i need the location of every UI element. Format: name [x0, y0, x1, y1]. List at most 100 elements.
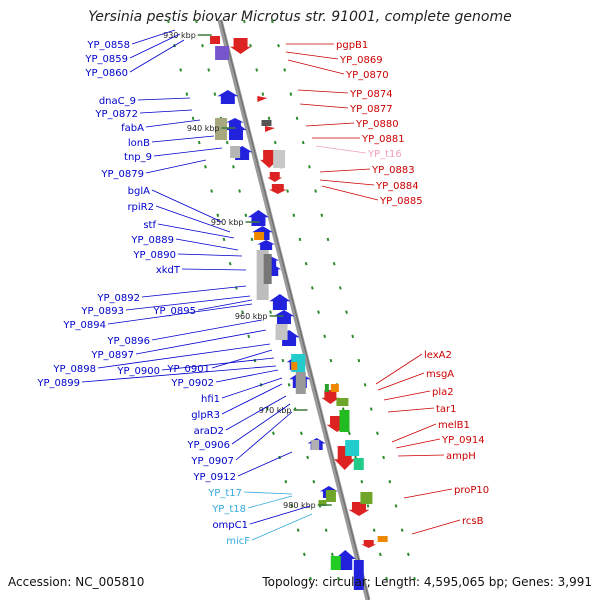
left-gene-label: lonB: [128, 138, 150, 149]
left-label-leader: [129, 33, 181, 59]
left-gene-label: YP_0912: [192, 472, 236, 483]
left-gene-label: YP_0899: [36, 378, 80, 389]
left-gene-label: dnaC_9: [99, 96, 136, 107]
left-gene-label: YP_0900: [116, 366, 160, 377]
reverse-gene-block: [353, 458, 364, 470]
right-gene-label: msgA: [426, 369, 454, 380]
reverse-gene-block: [336, 398, 349, 406]
left-label-leader: [235, 411, 293, 461]
right-gene-label: YP_0914: [441, 435, 485, 446]
left-label-leader: [81, 365, 277, 383]
left-label-leader: [139, 109, 193, 114]
right-gene-label: YP_0877: [349, 104, 393, 115]
right-label-leader: [387, 407, 435, 413]
forward-gene-block: [230, 146, 241, 158]
left-label-leader: [131, 29, 176, 45]
forward-gene-block: [215, 46, 230, 60]
right-label-leader: [377, 372, 425, 391]
left-gene-label: YP_0898: [52, 364, 96, 375]
right-gene-label: YP_0869: [339, 55, 383, 66]
right-label-leader: [297, 89, 349, 94]
left-gene-label: YP_0860: [84, 68, 128, 79]
genome-backbone: [217, 19, 371, 600]
reverse-gene-arrow: [321, 390, 340, 404]
right-gene-label: YP_t16: [367, 149, 402, 160]
left-label-leader: [97, 343, 271, 369]
left-label-leader: [153, 147, 223, 157]
right-gene-label: rcsB: [462, 516, 484, 527]
forward-gene-arrow: [273, 310, 295, 324]
left-label-leader: [243, 491, 293, 495]
right-gene-label: tar1: [436, 404, 457, 415]
forward-gene-block: [353, 560, 364, 590]
left-gene-label: YP_0906: [186, 440, 230, 451]
right-gene-label: YP_0874: [349, 89, 393, 100]
left-gene-label: bglA: [128, 186, 150, 197]
genome-stats-text: Topology: circular; Length: 4,595,065 bp…: [262, 575, 592, 589]
left-gene-label: YP_0901: [166, 364, 210, 375]
left-label-leader: [247, 495, 293, 509]
forward-gene-block: [291, 362, 298, 370]
kbp-tick-label: 980 kbp: [283, 501, 316, 510]
forward-gene-arrow: [247, 210, 269, 226]
right-gene-label: pla2: [432, 387, 454, 398]
reverse-gene-arrow: [257, 96, 268, 102]
left-gene-label: YP_0890: [132, 250, 176, 261]
right-label-leader: [411, 519, 461, 535]
right-label-leader: [305, 122, 355, 127]
left-label-leader: [125, 295, 251, 311]
forward-gene-arrow: [217, 90, 239, 104]
left-label-leader: [151, 319, 263, 341]
left-label-leader: [221, 383, 283, 415]
left-gene-label: YP_0889: [130, 235, 174, 246]
reverse-gene-block: [324, 384, 329, 392]
left-gene-label: araD2: [194, 426, 224, 437]
left-gene-label: YP_0902: [170, 378, 214, 389]
reverse-gene-block: [377, 536, 388, 542]
right-label-leader: [285, 51, 339, 60]
left-label-leader: [197, 299, 253, 311]
reverse-gene-arrow: [348, 502, 370, 516]
right-gene-label: YP_0883: [371, 165, 415, 176]
right-gene-label: lexA2: [424, 350, 452, 361]
left-gene-label: YP_0896: [106, 336, 150, 347]
left-gene-label: YP_0879: [100, 169, 144, 180]
left-gene-label: hfi1: [201, 394, 220, 405]
forward-gene-arrow: [269, 294, 291, 310]
forward-gene-block: [275, 324, 288, 340]
accession-text: Accession: NC_005810: [8, 575, 145, 589]
kbp-tick-label: 930 kbp: [163, 31, 196, 40]
right-label-leader: [315, 145, 367, 154]
right-gene-label: pgpB1: [336, 40, 368, 51]
right-label-leader: [287, 59, 345, 75]
left-label-leader: [135, 329, 267, 355]
left-gene-label: tnp_9: [124, 152, 152, 163]
reverse-gene-arrow: [267, 172, 283, 182]
left-label-leader: [221, 377, 283, 399]
reverse-gene-block: [345, 440, 360, 456]
right-label-leader: [395, 438, 441, 449]
right-gene-label: YP_0870: [345, 70, 389, 81]
left-gene-label: micF: [226, 536, 250, 547]
right-gene-label: ampH: [446, 451, 476, 462]
left-label-leader: [141, 285, 247, 298]
map-title: Yersinia pestis biovar Microtus str. 910…: [88, 9, 512, 25]
left-label-leader: [129, 39, 185, 73]
left-label-leader: [215, 369, 279, 383]
left-label-leader: [225, 395, 287, 431]
left-label-leader: [175, 238, 239, 251]
left-label-leader: [107, 303, 253, 325]
forward-gene-block: [254, 232, 265, 240]
left-gene-label: YP_0892: [96, 293, 140, 304]
forward-gene-arrow: [257, 240, 276, 250]
right-gene-label: proP10: [454, 485, 489, 496]
forward-gene-block: [330, 556, 341, 570]
left-label-leader: [161, 357, 275, 371]
left-label-leader: [151, 189, 223, 223]
right-label-leader: [319, 168, 371, 173]
forward-gene-block: [214, 118, 227, 140]
right-label-leader: [383, 390, 431, 401]
right-label-leader: [391, 423, 437, 443]
left-label-leader: [145, 159, 207, 174]
